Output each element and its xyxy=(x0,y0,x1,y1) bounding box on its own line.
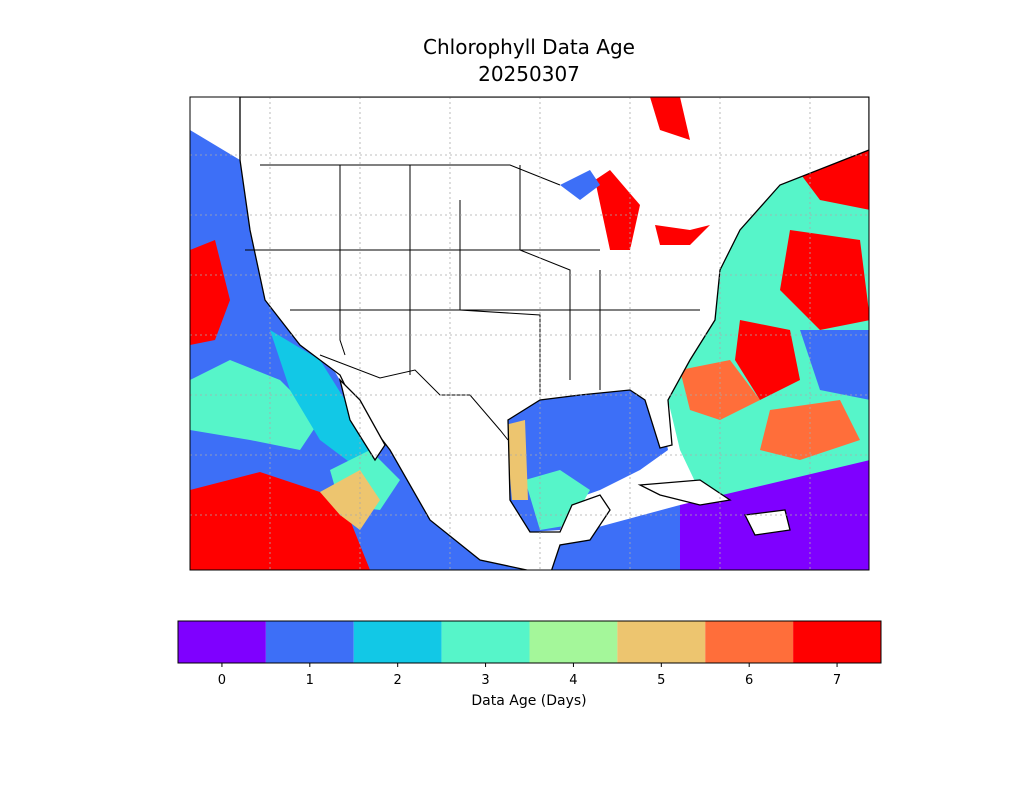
data-age-region xyxy=(680,360,760,420)
title: Chlorophyll Data Age xyxy=(423,35,635,59)
colorbar-segment xyxy=(265,621,354,663)
data-age-region xyxy=(760,400,860,460)
colorbar-label: Data Age (Days) xyxy=(471,693,586,709)
colorbar-segment xyxy=(793,621,881,663)
colorbar-segment xyxy=(178,621,266,663)
colorbar-segment xyxy=(617,621,706,663)
colorbar-tick-label: 6 xyxy=(745,673,753,688)
data-age-region xyxy=(190,472,370,570)
colorbar-tick-label: 1 xyxy=(306,673,314,688)
colorbar-segment xyxy=(705,621,794,663)
colorbar-tick-label: 0 xyxy=(218,673,226,688)
colorbar-segment xyxy=(353,621,442,663)
data-age-region xyxy=(505,420,528,500)
data-age-region xyxy=(655,225,710,245)
colorbar-tick-label: 3 xyxy=(481,673,489,688)
data-age-region xyxy=(270,330,380,470)
data-age-region xyxy=(190,240,230,345)
map xyxy=(190,97,869,570)
colorbar-frame xyxy=(177,620,882,664)
data-age-region xyxy=(190,360,320,450)
colorbar-segment xyxy=(529,621,618,663)
data-age-region xyxy=(595,170,640,250)
data-age-region xyxy=(800,330,869,400)
colorbar-tick-label: 2 xyxy=(394,673,402,688)
map-frame xyxy=(189,96,870,571)
data-age-region xyxy=(650,97,690,140)
colorbar-segment xyxy=(441,621,530,663)
data-age-region xyxy=(190,130,527,570)
colorbar: 0 1 2 3 4 5 6 7 xyxy=(177,620,882,688)
data-age-region xyxy=(735,320,800,400)
data-age-region xyxy=(560,170,600,200)
date: 20250307 xyxy=(478,62,580,86)
colorbar-tick-label: 4 xyxy=(569,673,577,688)
data-age-region xyxy=(550,505,699,570)
data-age-region xyxy=(780,230,869,330)
colorbar-tick-label: 5 xyxy=(657,673,665,688)
colorbar-tick-label: 7 xyxy=(833,673,841,688)
